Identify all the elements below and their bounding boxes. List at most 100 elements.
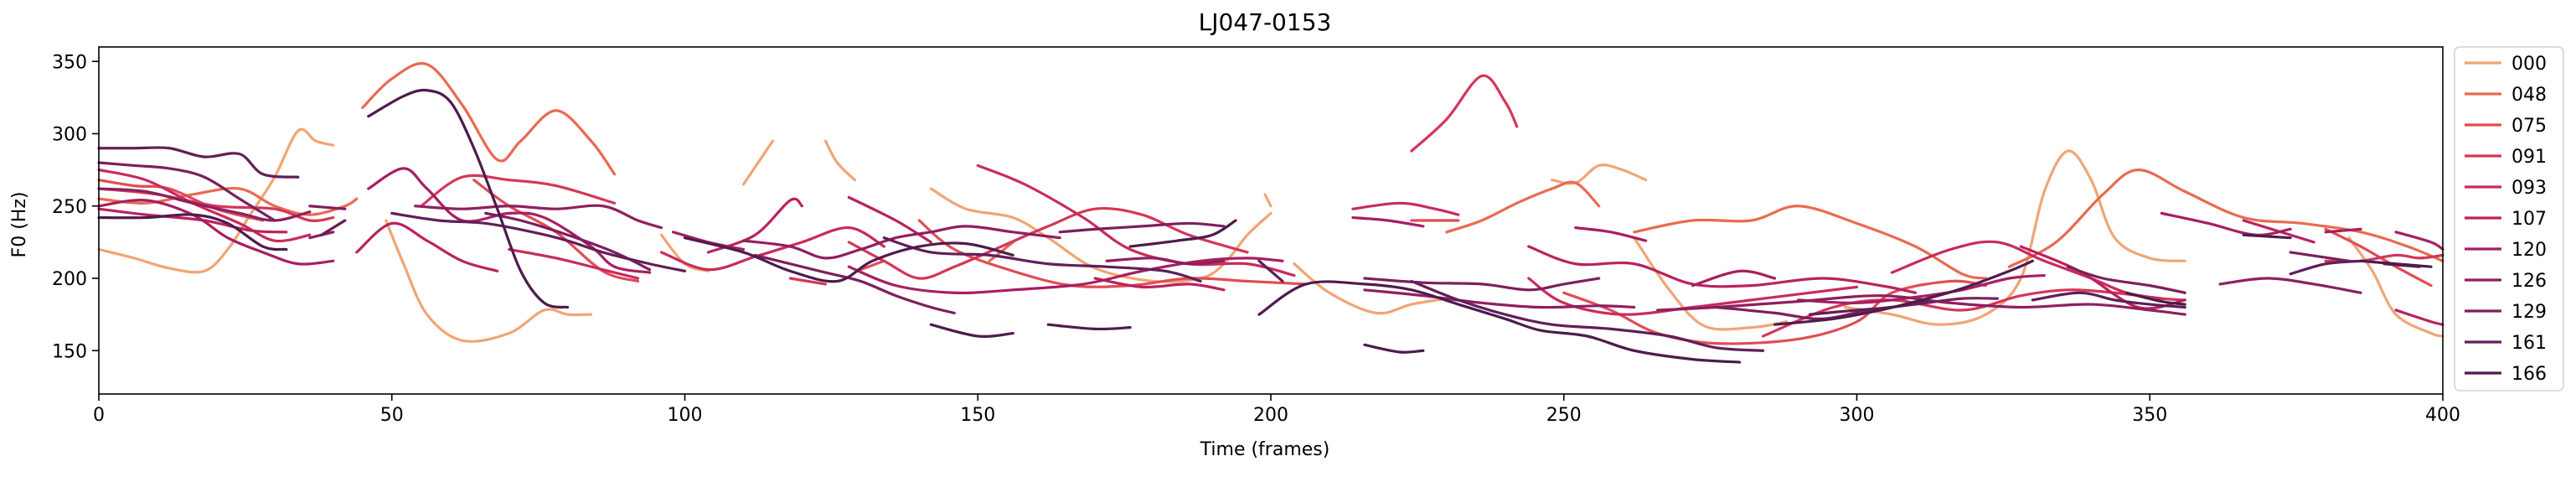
series-line-093 [97, 169, 312, 243]
series-line-091 [420, 174, 617, 208]
series-line-126 [414, 204, 663, 230]
x-tick-label: 250 [1546, 405, 1582, 426]
series-line-129 [753, 253, 956, 314]
legend-frame [2454, 46, 2564, 391]
series-line-075 [1562, 279, 1987, 345]
series-line-107 [2242, 219, 2315, 244]
series-line-166 [367, 88, 570, 309]
x-tick-label: 50 [380, 405, 404, 426]
series-line-000 [823, 139, 856, 182]
series-line-000 [1263, 193, 1273, 208]
x-tick-label: 400 [2425, 405, 2460, 426]
legend-label: 126 [2511, 271, 2547, 292]
series-line-161 [390, 211, 687, 272]
series-line-129 [97, 161, 276, 222]
series-line-126 [1105, 257, 1226, 266]
series-line-120 [847, 257, 1284, 295]
series-line-120 [2324, 227, 2362, 234]
series-line-091 [1410, 74, 1519, 153]
legend-item-166: 166 [2465, 364, 2547, 385]
x-axis: 0 50 100 150 200 250 300 350 400 [93, 394, 2460, 426]
series-line-091 [847, 206, 1249, 280]
legend-item-093: 093 [2465, 178, 2547, 199]
y-tick-label: 300 [52, 125, 87, 146]
series-line-161 [882, 236, 1202, 283]
series-line-107 [355, 221, 499, 272]
series-line-000 [1293, 262, 1448, 315]
series-line-000 [741, 139, 775, 186]
series-line-091 [788, 277, 827, 286]
series-line-120 [367, 167, 652, 274]
legend-label: 120 [2511, 240, 2547, 261]
legend-item-048: 048 [2465, 85, 2547, 106]
series-000 [97, 127, 2444, 343]
series-line-129 [1058, 221, 1226, 234]
series-line-120 [2394, 231, 2444, 251]
legend-label: 166 [2511, 364, 2547, 385]
series-line-166 [2242, 233, 2292, 240]
legend-item-126: 126 [2465, 271, 2547, 292]
legend-item-161: 161 [2465, 333, 2547, 354]
y-tick-label: 150 [52, 341, 87, 362]
legend-item-120: 120 [2465, 240, 2547, 261]
series-line-161 [2289, 259, 2362, 276]
legend-label: 107 [2511, 209, 2547, 230]
series-048 [97, 62, 2444, 280]
series-line-161 [1257, 259, 1284, 283]
x-tick-label: 300 [1840, 405, 1875, 426]
series-line-166 [2359, 259, 2433, 268]
series-line-126 [2218, 277, 2362, 294]
series-line-126 [1363, 288, 1636, 309]
series-line-161 [1410, 279, 1765, 352]
series-line-166 [1046, 323, 1132, 331]
x-tick-label: 150 [960, 405, 995, 426]
series-line-129 [308, 205, 347, 210]
legend: 000 048 075 091 093 107 120 126 129 161 166 [2454, 46, 2564, 391]
series-line-161 [97, 146, 300, 179]
series-line-107 [2394, 308, 2444, 326]
y-tick-label: 350 [52, 52, 87, 73]
series-line-166 [1773, 259, 2034, 326]
series-line-166 [1128, 219, 1237, 248]
series-line-048 [1633, 205, 1987, 280]
legend-item-107: 107 [2465, 209, 2547, 230]
series-line-161 [320, 219, 347, 236]
x-tick-label: 0 [93, 405, 105, 426]
legend-label: 000 [2511, 54, 2547, 75]
series-line-107 [1093, 277, 1226, 292]
series-line-166 [1257, 280, 1742, 364]
legend-label: 075 [2511, 116, 2547, 137]
series-line-000 [929, 187, 1273, 283]
series-line-129 [2289, 251, 2351, 262]
series-line-120 [2160, 211, 2292, 236]
series-line-120 [1691, 269, 1777, 288]
series-line-126 [97, 187, 312, 222]
x-tick-label: 350 [2132, 405, 2167, 426]
legend-label: 093 [2511, 178, 2547, 199]
legend-label: 048 [2511, 85, 2547, 106]
series-line-093 [1351, 201, 1460, 216]
y-tick-label: 200 [52, 269, 87, 290]
y-axis-label: F0 (Hz) [9, 192, 30, 258]
series-line-126 [741, 225, 1061, 260]
series-line-048 [97, 186, 359, 216]
series-line-093 [976, 163, 1296, 277]
series-line-000 [1843, 149, 2186, 326]
series-line-075 [2324, 227, 2433, 288]
series-line-000 [1551, 163, 1648, 185]
series-line-000 [97, 127, 335, 274]
series-line-166 [97, 213, 288, 251]
legend-item-000: 000 [2465, 54, 2547, 75]
series-line-120 [97, 199, 335, 266]
legend-label: 129 [2511, 302, 2547, 323]
series-line-129 [2066, 265, 2186, 294]
legend-item-129: 129 [2465, 302, 2547, 323]
series-line-166 [1363, 343, 1425, 354]
series-line-166 [929, 323, 1014, 338]
legend-item-091: 091 [2465, 147, 2547, 168]
series-line-166 [683, 236, 1014, 283]
series-line-075 [97, 179, 265, 222]
series-line-093 [659, 226, 885, 272]
series-line-126 [1656, 294, 2186, 316]
